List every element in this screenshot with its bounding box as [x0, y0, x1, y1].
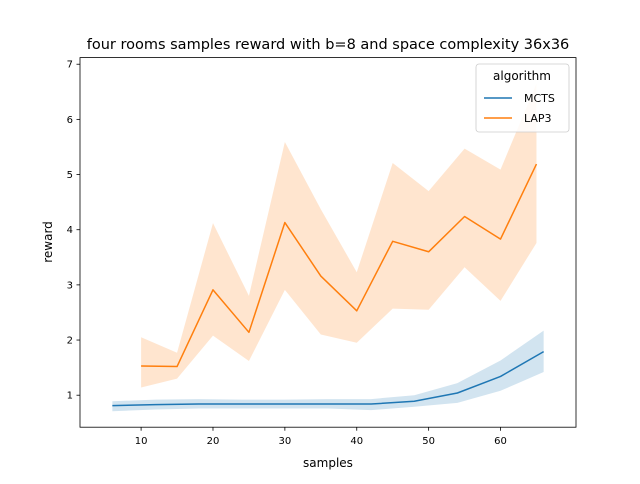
x-axis-label: samples: [303, 456, 353, 470]
lap3-series-line: [141, 163, 538, 368]
confidence-bands: [112, 83, 544, 412]
plot-frame: [79, 57, 577, 428]
mcts-series-line: [112, 350, 545, 407]
mcts-legend-label: MCTS: [524, 92, 555, 105]
x-tick-label: 30: [279, 436, 292, 447]
y-axis-ticks: 1 2 3 4 5 6 7: [67, 60, 80, 402]
x-tick-label: 20: [207, 436, 220, 447]
y-axis-label: reward: [41, 221, 55, 263]
x-tick-label: 40: [350, 436, 363, 447]
series-lines: [112, 163, 545, 407]
legend-frame: [475, 63, 570, 133]
y-tick-label: 5: [67, 170, 73, 181]
x-tick-label: 60: [494, 436, 507, 447]
legend-title: algorithm: [493, 69, 551, 83]
lap3-confidence-band: [141, 83, 537, 388]
y-tick-label: 6: [67, 115, 73, 126]
x-tick-label: 50: [422, 436, 435, 447]
x-axis-ticks: 10 20 30 40 50 60: [135, 427, 507, 447]
chart-title: four rooms samples reward with b=8 and s…: [87, 37, 570, 53]
y-tick-label: 1: [67, 391, 73, 402]
mcts-confidence-band: [112, 330, 544, 412]
legend: algorithm MCTS LAP3: [475, 63, 570, 133]
x-tick-label: 10: [135, 436, 148, 447]
lap3-legend-label: LAP3: [524, 112, 552, 125]
y-tick-label: 3: [67, 280, 73, 291]
y-tick-label: 7: [67, 60, 73, 71]
y-tick-label: 2: [67, 336, 73, 347]
y-tick-label: 4: [67, 225, 73, 236]
